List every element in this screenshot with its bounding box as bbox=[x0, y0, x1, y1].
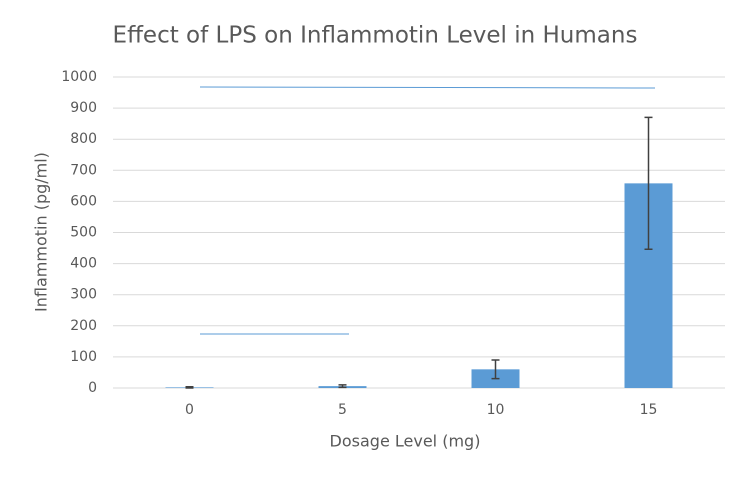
x-tick-label: 15 bbox=[640, 402, 658, 418]
y-tick-label: 600 bbox=[70, 193, 97, 209]
x-tick-label: 5 bbox=[338, 402, 347, 418]
x-tick-label: 10 bbox=[487, 402, 505, 418]
y-tick-label: 800 bbox=[70, 131, 97, 147]
y-tick-label: 200 bbox=[70, 318, 97, 334]
error-bar bbox=[644, 116, 653, 251]
y-axis-title: Inflammotin (pg/ml) bbox=[32, 152, 51, 312]
x-axis-title: Dosage Level (mg) bbox=[330, 432, 481, 451]
y-tick-label: 900 bbox=[70, 100, 97, 116]
y-tick-label: 400 bbox=[70, 256, 97, 272]
y-tick-label: 100 bbox=[70, 349, 97, 365]
x-tick-label: 0 bbox=[185, 402, 194, 418]
y-tick-label: 0 bbox=[88, 380, 97, 396]
y-tick-label: 300 bbox=[70, 287, 97, 303]
chart-title: Effect of LPS on Inflammotin Level in Hu… bbox=[113, 23, 638, 49]
y-tick-label: 1000 bbox=[61, 69, 97, 85]
annotation-line bbox=[199, 86, 656, 89]
y-tick-label: 500 bbox=[70, 225, 97, 241]
error-bar bbox=[185, 386, 194, 389]
error-bar bbox=[491, 359, 500, 380]
error-bar bbox=[338, 384, 347, 389]
y-tick-label: 700 bbox=[70, 162, 97, 178]
